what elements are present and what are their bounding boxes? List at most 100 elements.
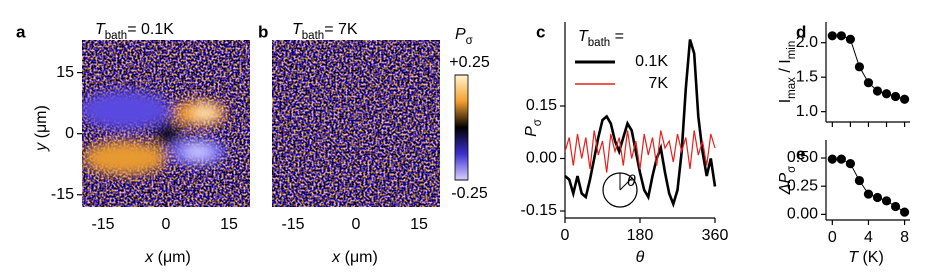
text-part: max <box>786 77 798 99</box>
text-part: bath <box>105 30 127 42</box>
text-part: T <box>95 21 106 38</box>
x-tick-label: 4 <box>864 229 873 246</box>
legend-title: Tbath = <box>578 28 624 49</box>
x-axis-label: θ <box>636 249 645 266</box>
x-tick-label: -15 <box>281 216 304 233</box>
legend-label: 0.1K <box>635 53 668 70</box>
colorbar-label: Pσ <box>455 26 473 47</box>
data-point <box>845 34 855 44</box>
text-part: T <box>578 28 589 45</box>
text-part: I <box>777 99 794 103</box>
blob <box>83 141 167 175</box>
inset-label: θ <box>627 173 636 190</box>
data-point <box>845 159 855 169</box>
data-point <box>881 89 892 99</box>
heatmap-image-b <box>272 40 440 207</box>
series-line <box>564 130 716 173</box>
text-part: σ <box>786 166 798 173</box>
y-tick-label: 0 <box>65 125 74 142</box>
data-point <box>899 207 910 217</box>
panel-label: d <box>796 22 806 41</box>
data-point <box>899 94 910 104</box>
blob <box>193 106 217 120</box>
data-point <box>827 154 837 164</box>
y-tick-label: 1.5 <box>796 68 818 85</box>
x-axis-label: T (K) <box>848 249 884 266</box>
x-tick-label: 15 <box>410 216 428 233</box>
text-part: min <box>786 41 798 60</box>
y-axis-label: Pσ <box>523 119 544 137</box>
text-part: (μm) <box>153 249 191 266</box>
text-part: T <box>292 21 303 38</box>
x-tick-label: 0 <box>561 227 570 244</box>
text-part: (μm) <box>340 249 378 266</box>
x-axis-label: x (μm) <box>144 249 191 266</box>
x-tick-label: 180 <box>627 227 654 244</box>
heatmap-image-a <box>82 40 250 207</box>
data-point <box>836 154 846 164</box>
y-tick-label: -0.15 <box>521 202 558 219</box>
x-tick-label: 360 <box>702 227 729 244</box>
text-part: θ <box>636 249 645 266</box>
text-part: (K) <box>858 249 884 266</box>
text-part: = 7K <box>324 21 358 38</box>
panel-label: e <box>796 144 805 163</box>
legend-label: 7K <box>648 75 668 92</box>
inset-ray <box>619 177 633 191</box>
x-tick-label: -15 <box>91 216 114 233</box>
text-part: ΔP <box>777 173 794 196</box>
panel-title: Tbath= 7K <box>292 21 358 42</box>
y-tick-label: 1.0 <box>796 103 818 120</box>
y-tick-label: 15 <box>56 64 74 81</box>
data-point <box>890 201 901 212</box>
x-axis-label: x (μm) <box>331 249 378 266</box>
blob <box>82 90 171 130</box>
series-line <box>564 39 717 208</box>
text-part: x <box>144 249 154 266</box>
data-point <box>863 78 874 88</box>
x-tick-label: 0 <box>162 216 171 233</box>
x-tick-label: 8 <box>900 229 909 246</box>
y-tick-label: 0.15 <box>526 97 557 114</box>
y-axis-label: ΔPσ <box>777 166 798 196</box>
blob <box>184 145 212 159</box>
text-part: y <box>33 142 50 152</box>
y-axis-label: y (μm) <box>33 105 50 152</box>
text-part: bath <box>302 30 324 42</box>
data-point <box>890 91 901 102</box>
text-part: P <box>523 126 540 137</box>
y-tick-label: 0.25 <box>787 177 818 194</box>
y-tick-label: 0.00 <box>526 150 557 167</box>
data-point <box>872 192 883 203</box>
panel-label: c <box>536 22 545 41</box>
y-tick-label: -15 <box>51 186 74 203</box>
colorbar-tick-label: -0.25 <box>451 185 488 202</box>
text-part: σ <box>466 35 473 47</box>
data-point <box>881 196 892 206</box>
blob <box>154 124 182 144</box>
y-tick-label: 2.0 <box>796 34 818 51</box>
text-part: (μm) <box>33 105 50 143</box>
data-point <box>827 31 837 41</box>
panel-title: Tbath= 0.1K <box>95 21 174 42</box>
y-axis-label: Imax / Imin <box>777 41 798 104</box>
data-point <box>836 31 846 41</box>
data-point <box>854 175 865 186</box>
x-tick-label: 0 <box>828 229 837 246</box>
image-noise <box>272 40 440 207</box>
y-tick-label: 0.00 <box>787 206 818 223</box>
panel-label: a <box>16 22 26 41</box>
text-part: σ <box>532 119 544 126</box>
polar-inset <box>602 172 638 208</box>
text-part: = <box>610 28 624 45</box>
data-point <box>863 189 874 199</box>
text-part: = 0.1K <box>127 21 174 38</box>
text-part: T <box>848 249 859 266</box>
data-point <box>872 86 883 96</box>
y-tick-label: 0.50 <box>787 149 818 166</box>
x-tick-label: 15 <box>220 216 238 233</box>
x-tick-label: 0 <box>352 216 361 233</box>
text-part: x <box>331 249 341 266</box>
